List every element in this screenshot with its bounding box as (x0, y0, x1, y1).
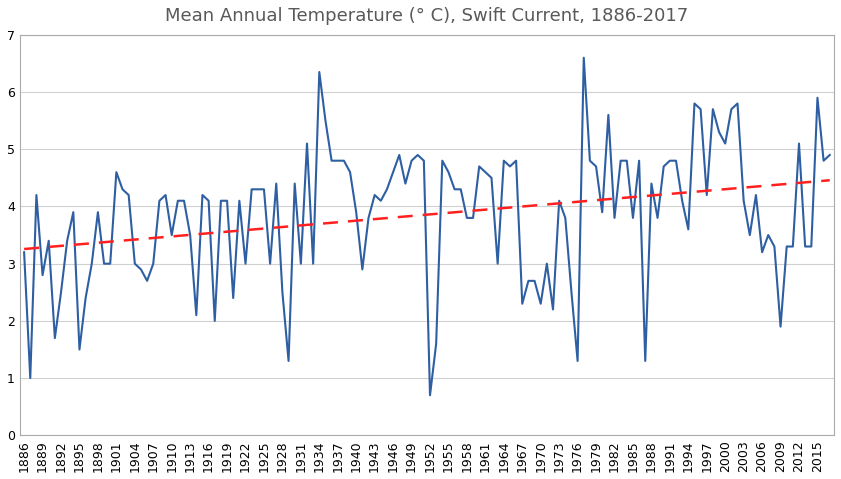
Title: Mean Annual Temperature (° C), Swift Current, 1886-2017: Mean Annual Temperature (° C), Swift Cur… (166, 7, 689, 25)
